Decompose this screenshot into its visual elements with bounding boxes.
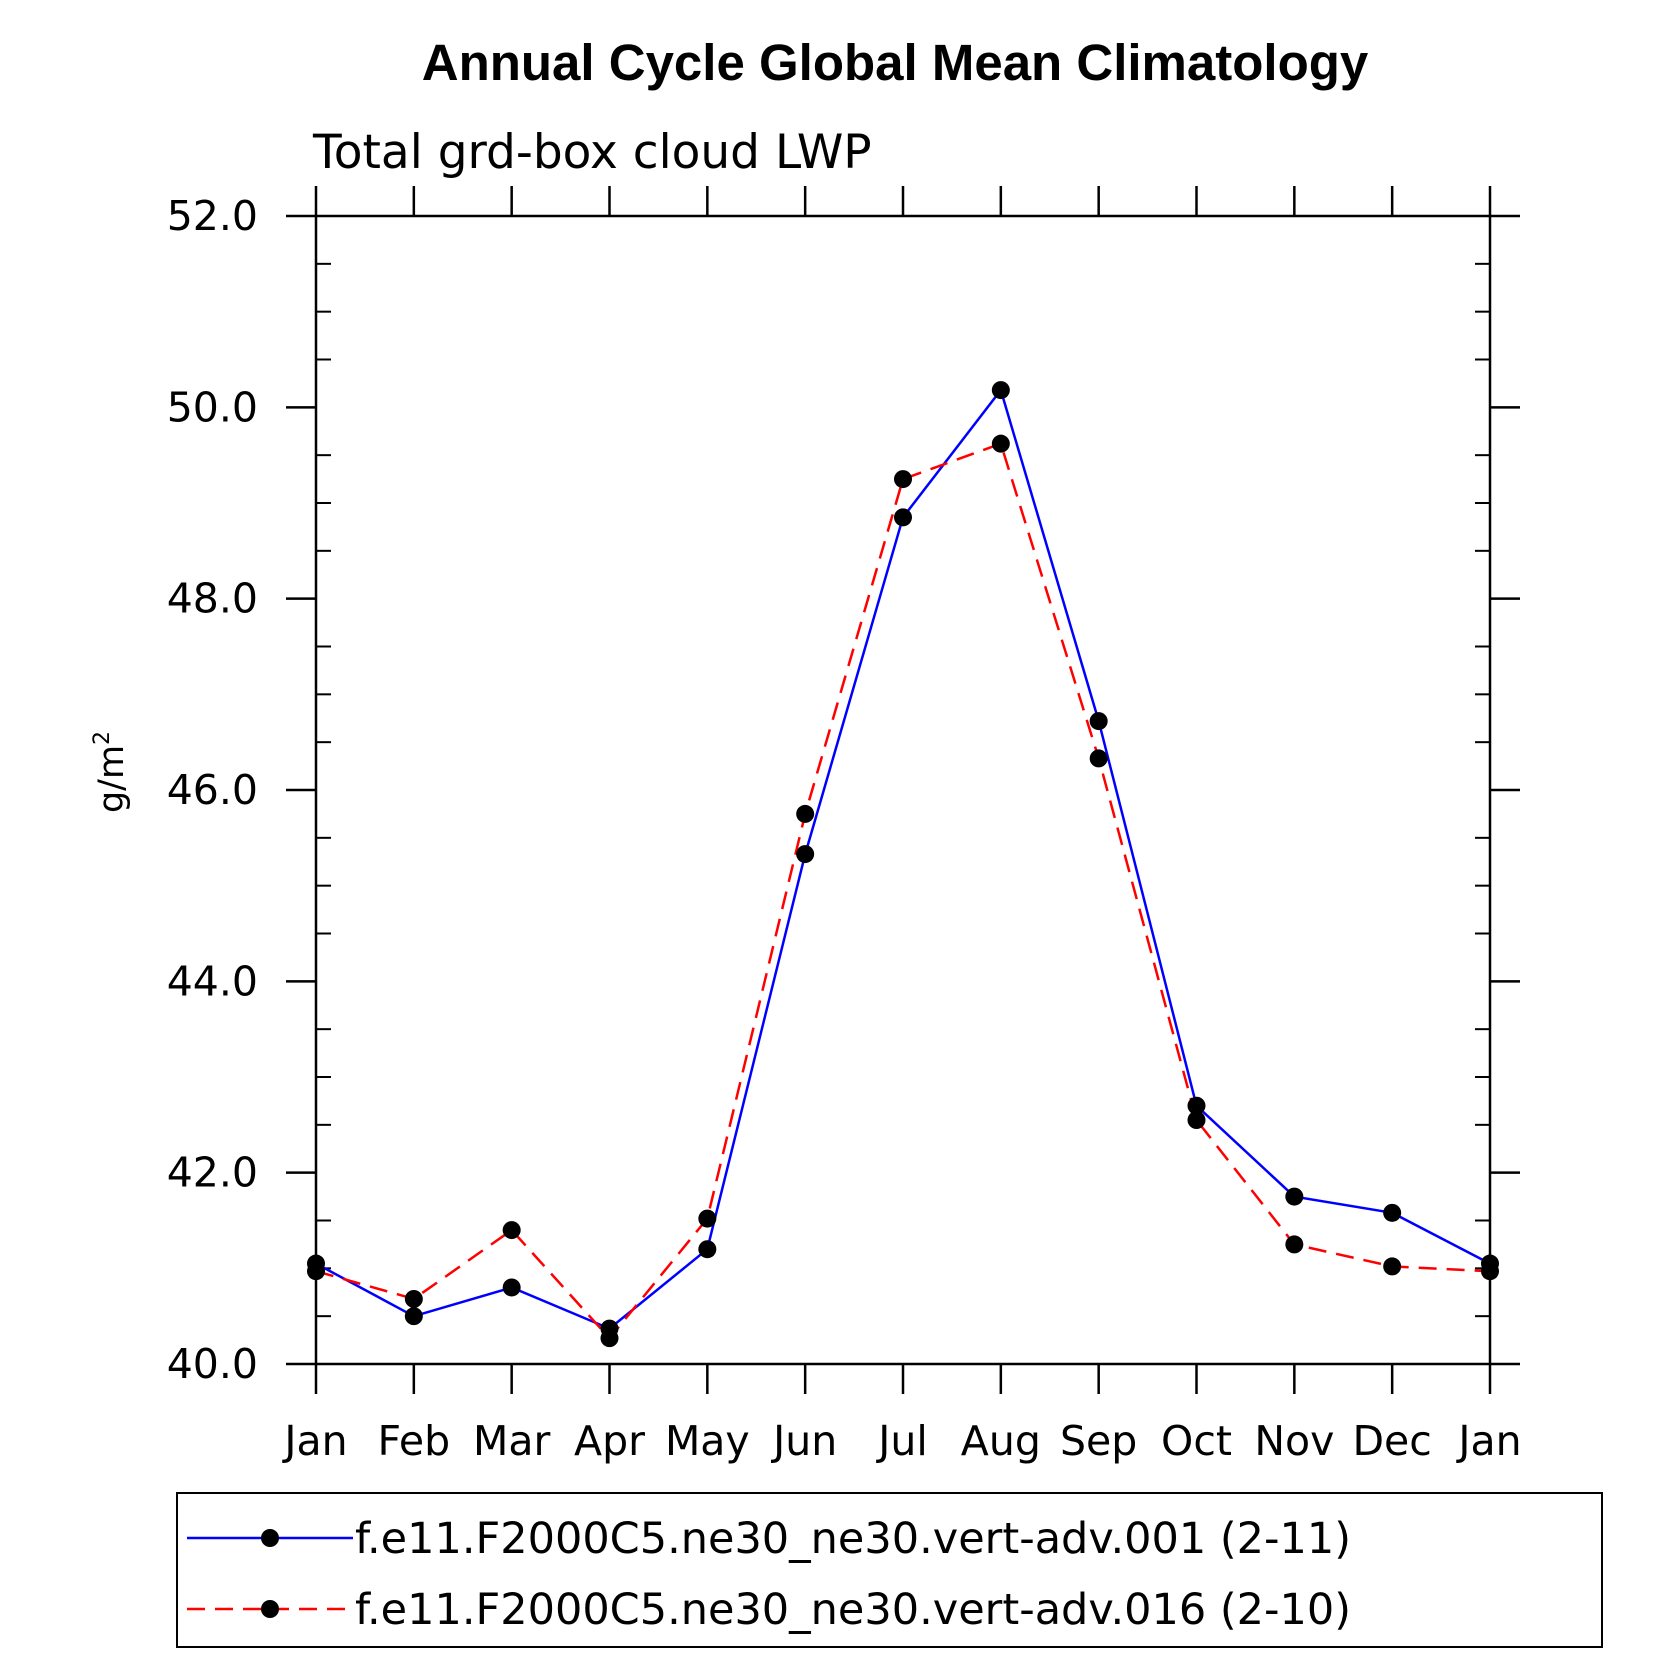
data-point [404,1307,423,1326]
data-point [502,1278,521,1297]
y-tick-labels: 40.0 42.0 44.0 46.0 48.0 50.0 52.0 [167,192,258,1388]
series-markers-2 [307,434,1499,1348]
data-point [404,1289,423,1308]
x-tick-label: Oct [1161,1417,1232,1465]
data-point [1187,1111,1206,1130]
axis-ticks-group [286,186,1520,1394]
x-tick-label: Sep [1060,1417,1137,1465]
data-point [1285,1187,1304,1206]
y-axis-label: g/m2 [90,731,132,813]
data-point [698,1209,717,1228]
x-tick-label: Dec [1352,1417,1431,1465]
x-tick-label: Jan [1455,1417,1521,1465]
y-tick-label: 50.0 [167,383,258,431]
y-axis-label-exponent: 2 [90,731,115,745]
series-1 [315,387,1491,1331]
legend: f.e11.F2000C5.ne30_ne30.vert-adv.001 (2-… [176,1492,1603,1648]
series-line [315,387,1491,1331]
chart-title: Annual Cycle Global Mean Climatology [422,34,1369,91]
data-point [698,1240,717,1259]
data-point [1383,1257,1402,1276]
y-tick-label: 40.0 [167,1340,258,1388]
legend-box [176,1492,1603,1648]
data-point [502,1221,521,1240]
series-2 [315,442,1491,1341]
y-tick-label: 48.0 [167,575,258,623]
data-point [894,508,912,527]
x-tick-label: Jan [281,1417,347,1465]
x-tick-label: Jun [770,1417,837,1465]
data-point [1187,1096,1206,1115]
x-tick-label: Mar [473,1417,550,1465]
chart-subtitle: Total grd-box cloud LWP [312,125,872,180]
series-line [315,442,1491,1341]
y-tick-label: 46.0 [167,766,258,814]
y-tick-label: 52.0 [167,192,258,240]
data-point [1089,712,1108,731]
y-tick-label: 44.0 [167,957,258,1005]
legend-marker-series-2 [261,1600,279,1618]
data-point [1383,1203,1402,1222]
plot-frame-group [314,214,1492,1366]
data-point [796,804,815,823]
x-tick-label: May [665,1417,750,1465]
data-point [1285,1235,1304,1254]
data-point [307,1262,325,1281]
x-tick-label: Nov [1254,1417,1334,1465]
data-point [600,1329,619,1348]
x-tick-labels: Jan Feb Mar Apr May Jun Jul Aug Sep Oct Nov Dec Jan [281,1417,1521,1465]
legend-label-series-2: f.e11.F2000C5.ne30_ne30.vert-adv.016 (2-… [355,1585,1351,1635]
x-tick-label: Jul [875,1417,927,1465]
legend-marker-series-1 [261,1529,279,1547]
series-group [307,381,1499,1348]
y-axis-label-base: g/m [92,745,132,813]
x-tick-label: Apr [574,1417,645,1465]
data-point [991,381,1010,400]
data-point [1481,1262,1499,1281]
data-point [796,845,815,864]
data-point [894,470,912,489]
x-tick-label: Feb [378,1417,451,1465]
plot-frame [314,214,1492,1366]
x-tick-label: Aug [961,1417,1041,1465]
data-point [1089,749,1108,768]
legend-label-series-1: f.e11.F2000C5.ne30_ne30.vert-adv.001 (2-… [355,1514,1351,1564]
series-markers-1 [307,381,1499,1338]
data-point [991,434,1010,453]
y-axis-label-group: g/m2 [90,731,132,813]
y-tick-label: 42.0 [167,1149,258,1197]
